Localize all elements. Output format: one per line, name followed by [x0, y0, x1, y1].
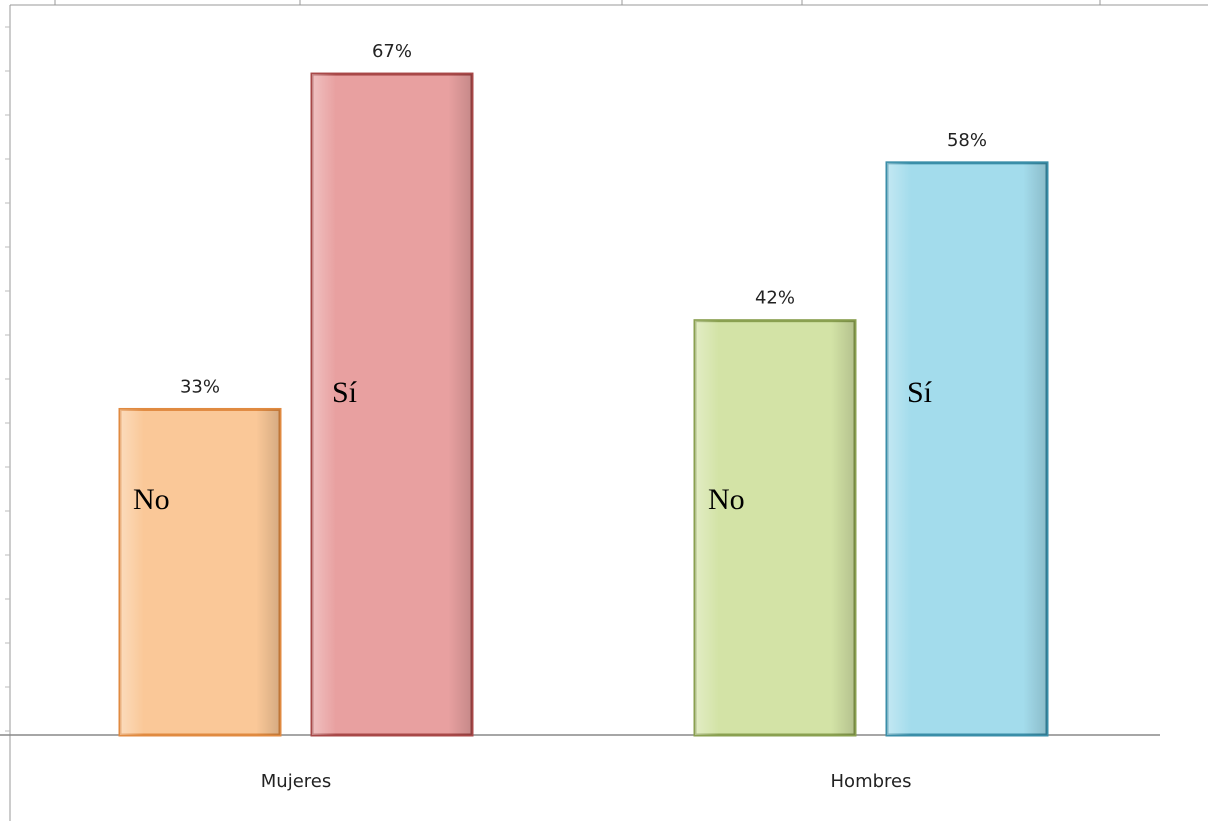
bar-shine: [695, 320, 855, 735]
x-tick-label: Mujeres: [261, 771, 331, 792]
data-label: 67%: [372, 41, 412, 62]
data-label: 33%: [180, 376, 220, 397]
bar-label: No: [708, 483, 745, 516]
bar-label: No: [133, 483, 170, 516]
bar-label: Sí: [907, 376, 933, 409]
bar-shine: [120, 409, 280, 735]
bar-label: Sí: [332, 376, 358, 409]
axis-ticks: [5, 26, 10, 732]
bar-shine: [887, 162, 1047, 736]
frame: [9, 0, 1208, 821]
bar-shine: [312, 74, 472, 735]
data-label: 58%: [947, 130, 987, 151]
x-tick-label: Hombres: [831, 771, 912, 792]
data-label: 42%: [755, 288, 795, 309]
